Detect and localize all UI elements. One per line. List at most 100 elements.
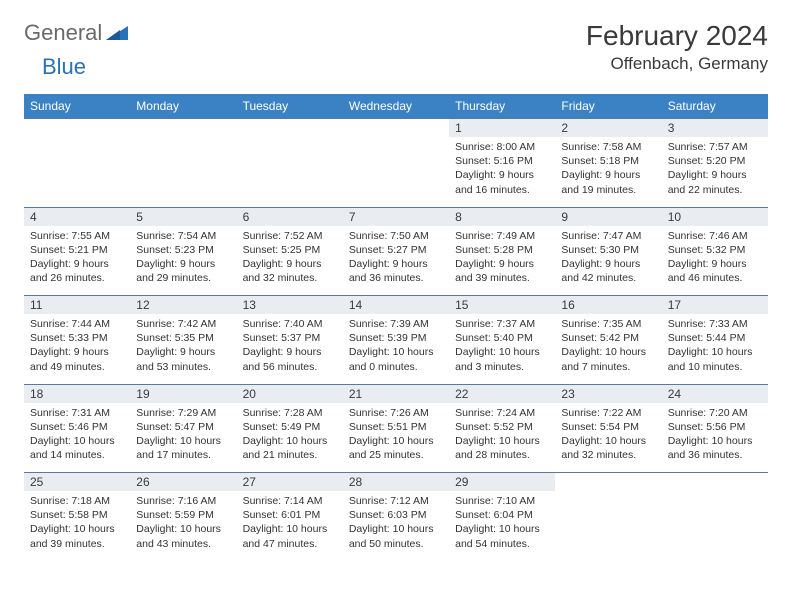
day-number-row: 45678910 bbox=[24, 207, 768, 226]
sunset-text: Sunset: 5:32 PM bbox=[668, 243, 762, 257]
sunset-text: Sunset: 5:28 PM bbox=[455, 243, 549, 257]
sunrise-text: Sunrise: 7:54 AM bbox=[136, 229, 230, 243]
day-number-cell: 19 bbox=[130, 384, 236, 403]
logo-text-general: General bbox=[24, 20, 102, 46]
sunset-text: Sunset: 5:51 PM bbox=[349, 420, 443, 434]
day-detail-cell bbox=[237, 137, 343, 207]
day-number-cell: 3 bbox=[662, 119, 768, 138]
weekday-header: Monday bbox=[130, 94, 236, 119]
sunrise-text: Sunrise: 7:10 AM bbox=[455, 494, 549, 508]
sunrise-text: Sunrise: 7:49 AM bbox=[455, 229, 549, 243]
day-number-cell: 1 bbox=[449, 119, 555, 138]
daylight-text: Daylight: 9 hours and 56 minutes. bbox=[243, 345, 337, 373]
daylight-text: Daylight: 10 hours and 36 minutes. bbox=[668, 434, 762, 462]
day-number-row: 123 bbox=[24, 119, 768, 138]
sunrise-text: Sunrise: 7:52 AM bbox=[243, 229, 337, 243]
sunset-text: Sunset: 5:49 PM bbox=[243, 420, 337, 434]
weekday-header-row: Sunday Monday Tuesday Wednesday Thursday… bbox=[24, 94, 768, 119]
day-number-cell: 13 bbox=[237, 296, 343, 315]
day-detail-cell: Sunrise: 7:33 AMSunset: 5:44 PMDaylight:… bbox=[662, 314, 768, 384]
sunrise-text: Sunrise: 7:29 AM bbox=[136, 406, 230, 420]
sunset-text: Sunset: 5:52 PM bbox=[455, 420, 549, 434]
day-detail-row: Sunrise: 7:44 AMSunset: 5:33 PM Daylight:… bbox=[24, 314, 768, 384]
day-number-cell: 21 bbox=[343, 384, 449, 403]
day-number-cell: 4 bbox=[24, 207, 130, 226]
weekday-header: Sunday bbox=[24, 94, 130, 119]
daylight-text: Daylight: 9 hours and 19 minutes. bbox=[561, 168, 655, 196]
day-number-cell: 29 bbox=[449, 473, 555, 492]
daylight-text: Daylight: 10 hours and 54 minutes. bbox=[455, 522, 549, 550]
day-detail-cell: Sunrise: 7:22 AMSunset: 5:54 PMDaylight:… bbox=[555, 403, 661, 473]
daylight-text: Daylight: 10 hours and 10 minutes. bbox=[668, 345, 762, 373]
day-number-cell: 5 bbox=[130, 207, 236, 226]
day-detail-row: Sunrise: 8:00 AMSunset: 5:16 PMDaylight:… bbox=[24, 137, 768, 207]
daylight-text: Daylight: 9 hours and 32 minutes. bbox=[243, 257, 337, 285]
daylight-text: Daylight: 10 hours and 47 minutes. bbox=[243, 522, 337, 550]
sunrise-text: Sunrise: 7:40 AM bbox=[243, 317, 337, 331]
sunrise-text: Sunrise: 7:26 AM bbox=[349, 406, 443, 420]
day-detail-cell: Sunrise: 7:10 AMSunset: 6:04 PMDaylight:… bbox=[449, 491, 555, 561]
day-number-cell: 23 bbox=[555, 384, 661, 403]
day-number-cell: 15 bbox=[449, 296, 555, 315]
day-number-cell bbox=[24, 119, 130, 138]
sunrise-text: Sunrise: 7:47 AM bbox=[561, 229, 655, 243]
daylight-text: Daylight: 9 hours and 53 minutes. bbox=[136, 345, 230, 373]
title-block: February 2024 Offenbach, Germany bbox=[586, 20, 768, 74]
day-detail-row: Sunrise: 7:55 AMSunset: 5:21 PMDaylight:… bbox=[24, 226, 768, 296]
day-number-row: 2526272829 bbox=[24, 473, 768, 492]
day-detail-cell: Sunrise: 7:16 AMSunset: 5:59 PMDaylight:… bbox=[130, 491, 236, 561]
sunset-text: Sunset: 5:23 PM bbox=[136, 243, 230, 257]
day-number-row: 11121314151617 bbox=[24, 296, 768, 315]
day-number-cell: 14 bbox=[343, 296, 449, 315]
calendar-table: Sunday Monday Tuesday Wednesday Thursday… bbox=[24, 94, 768, 561]
sunset-text: Sunset: 6:01 PM bbox=[243, 508, 337, 522]
logo: General bbox=[24, 20, 130, 46]
day-detail-cell: Sunrise: 7:20 AMSunset: 5:56 PMDaylight:… bbox=[662, 403, 768, 473]
daylight-text: Daylight: 9 hours and 46 minutes. bbox=[668, 257, 762, 285]
day-detail-cell: Sunrise: 7:24 AMSunset: 5:52 PMDaylight:… bbox=[449, 403, 555, 473]
day-detail-cell: Sunrise: 7:18 AMSunset: 5:58 PMDaylight:… bbox=[24, 491, 130, 561]
day-detail-cell: Sunrise: 7:29 AMSunset: 5:47 PMDaylight:… bbox=[130, 403, 236, 473]
weekday-header: Friday bbox=[555, 94, 661, 119]
sunset-text: Sunset: 5:33 PM bbox=[30, 331, 124, 345]
day-number-cell: 22 bbox=[449, 384, 555, 403]
sunrise-text: Sunrise: 7:18 AM bbox=[30, 494, 124, 508]
daylight-text: Daylight: 9 hours and 29 minutes. bbox=[136, 257, 230, 285]
day-number-cell: 11 bbox=[24, 296, 130, 315]
day-detail-cell: Sunrise: 7:40 AMSunset: 5:37 PMDaylight:… bbox=[237, 314, 343, 384]
sunset-text: Sunset: 5:20 PM bbox=[668, 154, 762, 168]
sunset-text: Sunset: 5:47 PM bbox=[136, 420, 230, 434]
sunset-text: Sunset: 5:54 PM bbox=[561, 420, 655, 434]
day-number-cell: 28 bbox=[343, 473, 449, 492]
weekday-header: Saturday bbox=[662, 94, 768, 119]
weekday-header: Thursday bbox=[449, 94, 555, 119]
sunrise-text: Sunrise: 7:44 AM bbox=[30, 317, 124, 331]
sunset-text: Sunset: 6:04 PM bbox=[455, 508, 549, 522]
sunset-text: Sunset: 5:30 PM bbox=[561, 243, 655, 257]
day-number-cell: 27 bbox=[237, 473, 343, 492]
day-detail-cell: Sunrise: 8:00 AMSunset: 5:16 PMDaylight:… bbox=[449, 137, 555, 207]
day-detail-cell: Sunrise: 7:28 AMSunset: 5:49 PMDaylight:… bbox=[237, 403, 343, 473]
sunrise-text: Sunrise: 7:28 AM bbox=[243, 406, 337, 420]
day-number-cell bbox=[130, 119, 236, 138]
day-detail-cell: Sunrise: 7:57 AMSunset: 5:20 PMDaylight:… bbox=[662, 137, 768, 207]
daylight-text: Daylight: 9 hours and 26 minutes. bbox=[30, 257, 124, 285]
weekday-header: Tuesday bbox=[237, 94, 343, 119]
day-detail-cell bbox=[343, 137, 449, 207]
day-number-cell bbox=[237, 119, 343, 138]
sunrise-text: Sunrise: 7:33 AM bbox=[668, 317, 762, 331]
day-number-cell: 8 bbox=[449, 207, 555, 226]
day-number-cell: 2 bbox=[555, 119, 661, 138]
daylight-text: Daylight: 10 hours and 32 minutes. bbox=[561, 434, 655, 462]
sunset-text: Sunset: 5:44 PM bbox=[668, 331, 762, 345]
day-number-cell: 25 bbox=[24, 473, 130, 492]
day-number-cell: 6 bbox=[237, 207, 343, 226]
sunrise-text: Sunrise: 7:50 AM bbox=[349, 229, 443, 243]
day-detail-cell: Sunrise: 7:54 AMSunset: 5:23 PMDaylight:… bbox=[130, 226, 236, 296]
day-detail-cell: Sunrise: 7:35 AMSunset: 5:42 PMDaylight:… bbox=[555, 314, 661, 384]
day-number-cell: 9 bbox=[555, 207, 661, 226]
day-detail-cell bbox=[555, 491, 661, 561]
weekday-header: Wednesday bbox=[343, 94, 449, 119]
day-detail-cell: Sunrise: 7:46 AMSunset: 5:32 PMDaylight:… bbox=[662, 226, 768, 296]
daylight-text: Daylight: 9 hours and 16 minutes. bbox=[455, 168, 549, 196]
